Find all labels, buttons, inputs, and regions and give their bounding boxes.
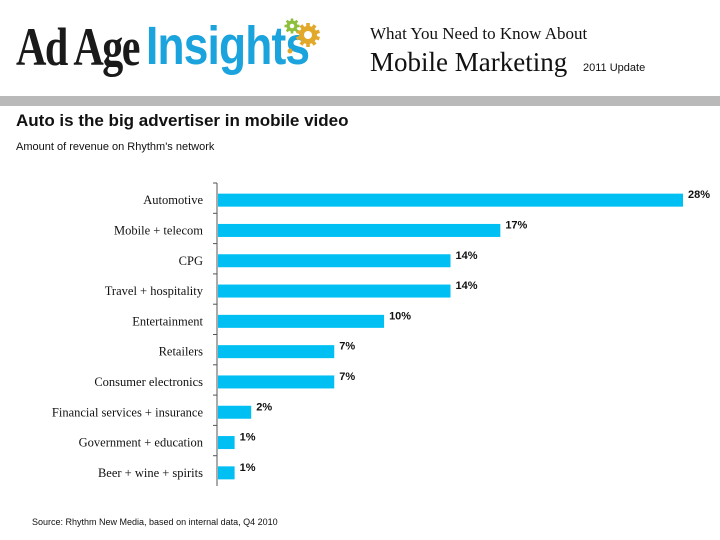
category-label: Consumer electronics — [94, 375, 203, 389]
bar — [218, 345, 335, 359]
bar — [218, 466, 235, 480]
bar — [218, 193, 683, 207]
data-label: 17% — [505, 219, 527, 231]
data-label: 1% — [240, 432, 256, 444]
data-label: 2% — [256, 401, 272, 413]
data-label: 28% — [688, 189, 710, 201]
data-label: 7% — [339, 341, 355, 353]
data-label: 1% — [240, 462, 256, 474]
chart-title: Auto is the big advertiser in mobile vid… — [16, 111, 349, 130]
data-label: 14% — [456, 250, 478, 262]
data-label: 14% — [456, 280, 478, 292]
gears-icon — [284, 18, 320, 54]
category-label: Financial services + insurance — [52, 405, 204, 419]
header-topic: Mobile Marketing — [370, 47, 568, 77]
category-label: Travel + hospitality — [105, 284, 204, 298]
bar — [218, 405, 252, 419]
category-label: Entertainment — [132, 314, 203, 328]
bar — [218, 436, 235, 450]
category-label: Beer + wine + spirits — [98, 466, 203, 480]
bar — [218, 284, 451, 298]
bar — [218, 254, 451, 268]
header-tagline: What You Need to Know About — [370, 24, 588, 43]
category-label: Mobile + telecom — [114, 223, 203, 237]
data-label: 7% — [339, 371, 355, 383]
header-divider — [0, 96, 720, 106]
bar — [218, 223, 501, 237]
category-label: Retailers — [159, 345, 204, 359]
chart-subtitle: Amount of revenue on Rhythm's network — [16, 141, 215, 153]
category-label: Automotive — [143, 193, 203, 207]
source-note: Source: Rhythm New Media, based on inter… — [32, 517, 278, 527]
data-label: 10% — [389, 310, 411, 322]
category-label: CPG — [179, 254, 203, 268]
logo-ad-age-text: Ad Age — [16, 17, 140, 77]
bar — [218, 375, 335, 389]
bar — [218, 314, 385, 328]
logo-insights-text: Insights — [146, 16, 310, 76]
header-update: 2011 Update — [583, 62, 646, 74]
category-label: Government + education — [79, 436, 204, 450]
